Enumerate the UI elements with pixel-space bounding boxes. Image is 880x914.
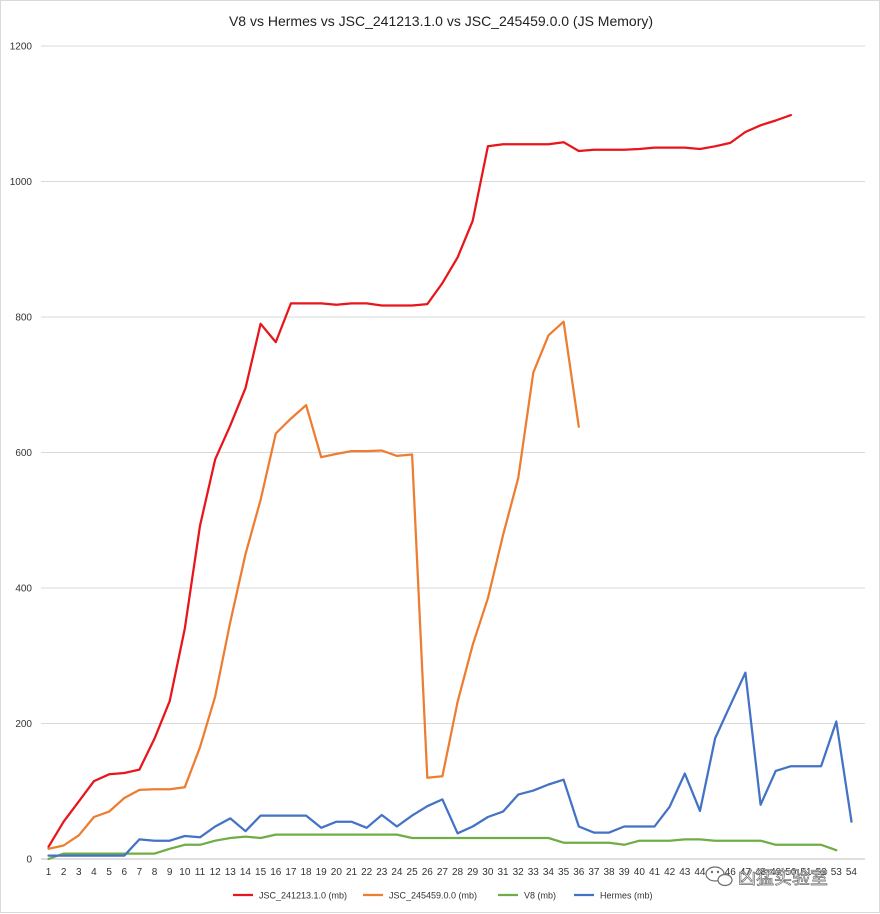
- x-tick-label: 36: [573, 867, 585, 878]
- x-tick-label: 22: [361, 867, 373, 878]
- x-tick-label: 12: [210, 867, 222, 878]
- x-axis-ticks: 1 2 3 4 5 6 7 8 9 10 11 12 13 14 15 16 17 18 19 20 21 22 23 24 2…: [46, 867, 858, 878]
- x-tick-label: 21: [346, 867, 358, 878]
- chart-title: V8 vs Hermes vs JSC_241213.1.0 vs JSC_24…: [229, 13, 653, 29]
- x-tick-label: 52: [816, 867, 828, 878]
- x-tick-label: 43: [679, 867, 691, 878]
- legend-label: Hermes (mb): [600, 891, 653, 901]
- x-tick-label: 19: [316, 867, 328, 878]
- x-tick-label: 27: [437, 867, 449, 878]
- x-tick-label: 26: [422, 867, 434, 878]
- x-tick-label: 20: [331, 867, 343, 878]
- series-line: [47, 833, 838, 861]
- x-tick-label: 23: [376, 867, 388, 878]
- x-tick-label: 13: [225, 867, 237, 878]
- x-tick-label: 50: [785, 867, 797, 878]
- gridlines: [41, 45, 865, 860]
- x-tick-label: 3: [76, 867, 82, 878]
- x-tick-label: 29: [467, 867, 479, 878]
- x-tick-label: 42: [664, 867, 676, 878]
- x-tick-label: 37: [588, 867, 600, 878]
- x-tick-label: 48: [755, 867, 767, 878]
- x-tick-label: 35: [558, 867, 570, 878]
- x-tick-label: 17: [285, 867, 297, 878]
- x-tick-label: 9: [167, 867, 173, 878]
- y-tick-label: 600: [15, 448, 32, 459]
- x-tick-label: 2: [61, 867, 67, 878]
- x-tick-label: 40: [634, 867, 646, 878]
- y-tick-label: 800: [15, 313, 32, 324]
- x-tick-label: 25: [407, 867, 419, 878]
- x-tick-label: 41: [649, 867, 661, 878]
- legend-label: JSC_241213.1.0 (mb): [259, 891, 347, 901]
- x-tick-label: 39: [619, 867, 631, 878]
- watermark-text: 凶猛实验室: [738, 868, 828, 889]
- x-tick-label: 32: [513, 867, 525, 878]
- y-tick-label: 200: [15, 719, 32, 730]
- x-tick-label: 15: [255, 867, 267, 878]
- x-tick-label: 54: [846, 867, 858, 878]
- legend-label: JSC_245459.0.0 (mb): [389, 891, 477, 901]
- x-tick-label: 5: [106, 867, 112, 878]
- y-tick-label: 0: [26, 855, 32, 866]
- x-tick-label: 31: [497, 867, 509, 878]
- y-tick-label: 1200: [10, 42, 33, 53]
- x-tick-label: 7: [137, 867, 143, 878]
- x-tick-label: 24: [391, 867, 403, 878]
- x-tick-label: 16: [270, 867, 282, 878]
- x-tick-label: 28: [452, 867, 464, 878]
- series-line: [47, 671, 853, 857]
- x-tick-label: 6: [121, 867, 127, 878]
- x-tick-label: 8: [152, 867, 158, 878]
- series-line: [47, 113, 793, 848]
- x-tick-label: 53: [831, 867, 843, 878]
- x-tick-label: 34: [543, 867, 555, 878]
- x-tick-label: 47: [740, 867, 752, 878]
- x-tick-label: 30: [482, 867, 494, 878]
- series-lines: [47, 113, 853, 861]
- x-tick-label: 44: [694, 867, 706, 878]
- x-tick-label: 10: [179, 867, 191, 878]
- y-axis-ticks: 0 200 400 600 800 1000 1200: [10, 42, 33, 866]
- watermark: 凶猛实验室: [705, 866, 828, 889]
- x-tick-label: 11: [195, 867, 206, 878]
- x-tick-label: 18: [300, 867, 312, 878]
- x-tick-label: 4: [91, 867, 97, 878]
- legend-label: V8 (mb): [524, 891, 556, 901]
- x-tick-label: 33: [528, 867, 540, 878]
- wechat-icon: [705, 866, 733, 887]
- x-tick-label: 38: [603, 867, 615, 878]
- series-line: [47, 320, 580, 850]
- x-tick-label: 51: [800, 867, 812, 878]
- x-tick-label: 1: [46, 867, 52, 878]
- x-tick-label: 46: [725, 867, 737, 878]
- x-tick-label: 49: [770, 867, 782, 878]
- legend: JSC_241213.1.0 (mb) JSC_245459.0.0 (mb) V8…: [233, 891, 653, 901]
- y-tick-label: 1000: [10, 177, 33, 188]
- y-tick-label: 400: [15, 584, 32, 595]
- x-tick-label: 14: [240, 867, 252, 878]
